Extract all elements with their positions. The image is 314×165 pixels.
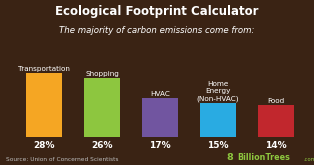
Bar: [84, 78, 120, 137]
Bar: [26, 73, 62, 137]
Text: Source: Union of Concerned Scientists: Source: Union of Concerned Scientists: [6, 157, 119, 162]
Bar: [142, 98, 178, 137]
Text: 17%: 17%: [149, 141, 171, 150]
Text: Shopping: Shopping: [85, 71, 119, 77]
Bar: [258, 105, 294, 137]
Text: Transportation: Transportation: [18, 66, 70, 72]
Text: HVAC: HVAC: [150, 91, 170, 97]
Text: 26%: 26%: [91, 141, 113, 150]
Text: Home
Energy
(Non-HVAC): Home Energy (Non-HVAC): [197, 81, 239, 102]
Text: 8: 8: [226, 153, 233, 162]
Text: Ecological Footprint Calculator: Ecological Footprint Calculator: [55, 5, 259, 18]
Text: The majority of carbon emissions come from:: The majority of carbon emissions come fr…: [59, 26, 255, 35]
Text: .com: .com: [303, 157, 314, 162]
Text: 15%: 15%: [207, 141, 229, 150]
Text: BillionTrees: BillionTrees: [237, 153, 290, 162]
Text: Food: Food: [268, 98, 285, 104]
Bar: [200, 103, 236, 137]
Text: 14%: 14%: [265, 141, 287, 150]
Text: 28%: 28%: [34, 141, 55, 150]
